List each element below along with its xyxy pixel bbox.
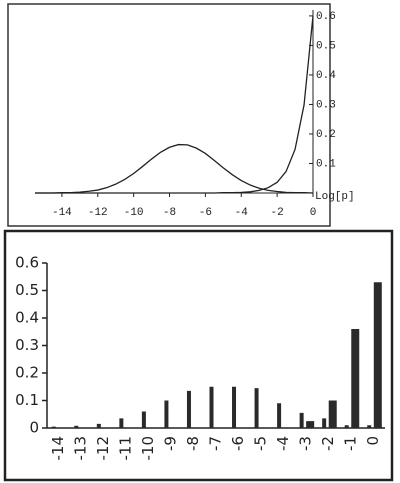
x-tick-label: 0 <box>310 207 317 219</box>
y-tick-label: 0.6 <box>316 11 336 23</box>
y-tick-label: 0 <box>29 419 39 437</box>
y-tick-label: 0.3 <box>316 99 336 111</box>
y-tick-label: 0.6 <box>15 254 39 272</box>
x-tick-label: -14 <box>52 207 72 219</box>
bar <box>232 386 237 428</box>
bar <box>119 418 124 428</box>
x-tick-label: 0 <box>364 436 382 446</box>
bar <box>209 386 214 428</box>
x-tick-label: -10 <box>124 207 144 219</box>
x-tick-label: -3 <box>297 436 315 451</box>
line-series <box>35 15 314 194</box>
x-tick-label: -4 <box>235 207 249 219</box>
x-tick-label: -14 <box>49 436 67 461</box>
x-tick-label: -4 <box>274 436 292 451</box>
y-tick-label: 0.5 <box>15 281 39 299</box>
x-tick-label: -7 <box>207 436 225 451</box>
y-tick-label: 0.5 <box>316 40 336 52</box>
x-tick-label: -11 <box>116 436 134 461</box>
x-tick-label: -9 <box>161 436 179 451</box>
x-tick-label: -10 <box>139 436 157 461</box>
x-axis-label: Log[p] <box>315 191 355 203</box>
top-frame <box>7 3 331 227</box>
bar <box>141 411 146 428</box>
bar <box>254 388 259 428</box>
bottom-chart: 00.10.20.30.40.50.6-14 -13 -12 -11 -10 -9 -8 -7… <box>15 254 385 461</box>
bar <box>74 425 79 428</box>
top-chart: -14 -12 -10 -8 -6 -4 -2 0 0.1 0.2 0.3 0.4 0.5 0.6 Log[… <box>35 10 355 219</box>
bar <box>306 421 315 428</box>
bar <box>367 425 372 428</box>
bar <box>344 425 349 428</box>
bar <box>299 412 304 428</box>
y-tick-label: 0.2 <box>15 364 39 382</box>
bar <box>328 400 337 428</box>
y-tick-label: 0.3 <box>15 336 39 354</box>
x-tick-label: -1 <box>342 436 360 451</box>
bar <box>373 282 382 428</box>
bar <box>277 403 282 428</box>
y-tick-label: 0.2 <box>316 129 336 141</box>
bar <box>351 329 360 428</box>
x-tick-label: -6 <box>199 207 212 219</box>
x-tick-label: -12 <box>88 207 108 219</box>
line-series <box>35 143 314 194</box>
x-tick-label: -2 <box>271 207 284 219</box>
x-tick-label: -13 <box>71 436 89 461</box>
x-tick-label: -5 <box>252 436 270 451</box>
x-tick-label: -8 <box>163 207 176 219</box>
y-tick-label: 0.4 <box>316 70 336 82</box>
x-tick-label: -6 <box>229 436 247 451</box>
y-tick-label: 0.1 <box>316 158 336 170</box>
x-tick-label: -12 <box>94 436 112 461</box>
bar <box>322 418 327 428</box>
y-tick-label: 0.1 <box>15 391 39 409</box>
x-tick-label: -8 <box>184 436 202 451</box>
bottom-frame <box>3 229 394 482</box>
bar <box>96 423 101 428</box>
x-tick-label: -2 <box>319 436 337 451</box>
bar <box>51 426 56 428</box>
bar <box>164 400 169 428</box>
bar <box>186 390 191 428</box>
y-tick-label: 0.4 <box>15 309 39 327</box>
